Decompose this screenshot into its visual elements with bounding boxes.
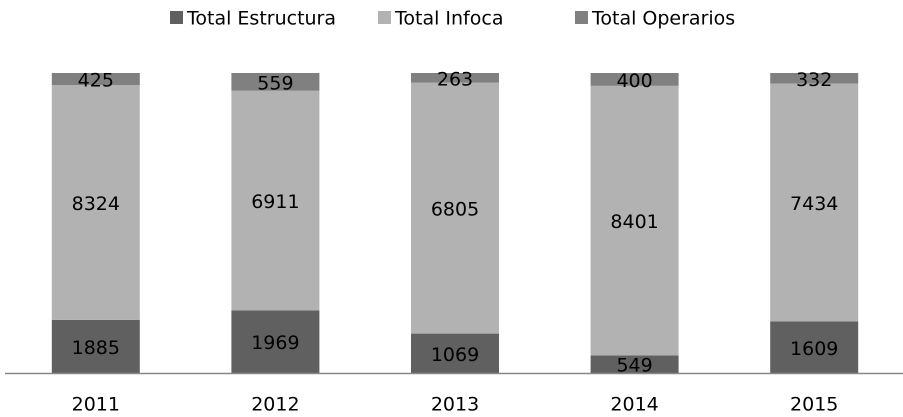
data-label: 559	[257, 72, 293, 94]
bar-segment	[51, 73, 140, 85]
legend-label: Total Operarios	[591, 8, 735, 30]
data-label: 332	[796, 69, 832, 91]
data-label: 1609	[790, 338, 838, 360]
data-label: 1885	[72, 337, 120, 359]
bar-segment	[231, 90, 320, 311]
data-label: 8401	[610, 211, 658, 233]
legend-swatch	[170, 11, 183, 24]
x-tick-label: 2013	[431, 394, 479, 416]
bar-segment	[411, 73, 499, 83]
x-tick-label: 2015	[790, 394, 838, 416]
legend-label: Total Estructura	[186, 8, 336, 30]
data-label: 7434	[790, 193, 838, 215]
data-label: 425	[78, 69, 114, 91]
data-label: 1069	[431, 344, 479, 366]
data-label: 549	[616, 355, 652, 377]
x-tick-label: 2014	[610, 394, 658, 416]
bar-segment	[590, 73, 679, 86]
legend-swatch	[575, 11, 588, 24]
bar-segment	[231, 73, 320, 91]
bar-segment	[590, 355, 679, 373]
bar-segment	[411, 82, 499, 334]
data-label: 6911	[251, 191, 299, 213]
bar-segment	[51, 84, 140, 320]
x-tick-label: 2011	[72, 394, 120, 416]
bar-segment	[770, 321, 859, 373]
data-label: 1969	[251, 332, 299, 354]
bar-segment	[770, 83, 859, 322]
data-label: 6805	[431, 199, 479, 221]
legend-label: Total Infoca	[394, 8, 503, 30]
bar-segment	[411, 333, 499, 373]
data-label: 400	[616, 70, 652, 92]
bar-segment	[770, 73, 859, 84]
data-label: 8324	[72, 193, 120, 215]
legend-swatch	[378, 11, 391, 24]
bar-segment	[590, 85, 679, 356]
x-tick-label: 2012	[251, 394, 299, 416]
data-label: 263	[437, 68, 473, 90]
bar-segment	[231, 310, 320, 373]
bar-segment	[51, 319, 140, 373]
